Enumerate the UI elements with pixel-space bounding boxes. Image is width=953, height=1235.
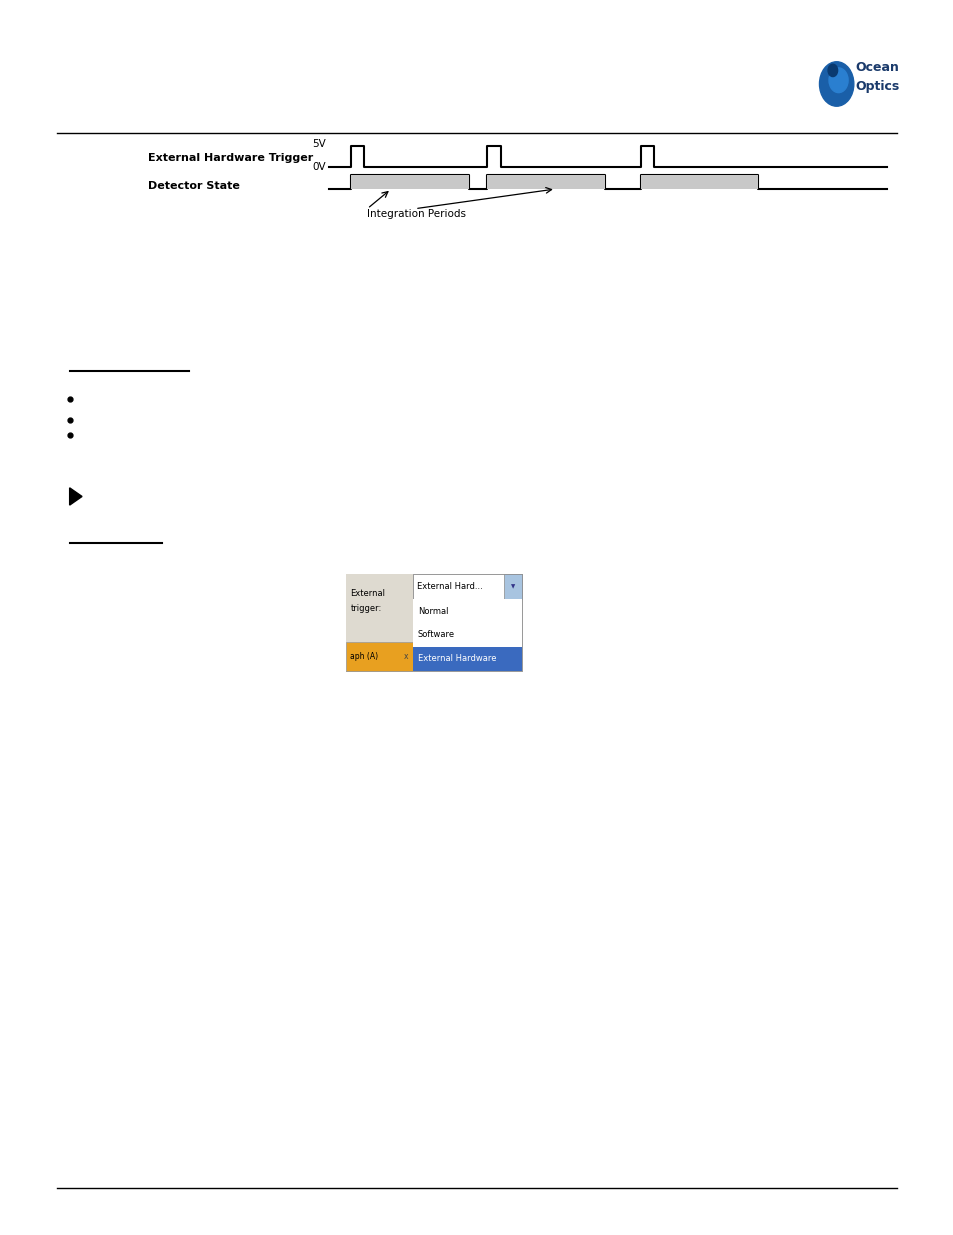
Bar [413, 624, 522, 647]
Text: Software: Software [417, 630, 455, 640]
Circle shape [819, 62, 853, 106]
Text: Detector State: Detector State [148, 182, 239, 191]
Text: External Hard...: External Hard... [416, 582, 482, 592]
Circle shape [827, 64, 837, 77]
Text: External: External [351, 589, 385, 598]
Text: Optics: Optics [855, 80, 899, 93]
Bar [640, 175, 758, 189]
Bar [413, 599, 522, 671]
Text: External Hardware Trigger: External Hardware Trigger [148, 153, 313, 163]
Text: trigger:: trigger: [351, 604, 381, 614]
Text: Integration Periods: Integration Periods [367, 209, 466, 219]
Polygon shape [70, 488, 82, 505]
Bar [413, 574, 522, 599]
Circle shape [828, 68, 847, 93]
Bar [503, 574, 522, 599]
Text: 0V: 0V [313, 162, 326, 172]
Text: x: x [403, 652, 408, 661]
Text: Ocean: Ocean [855, 62, 899, 74]
Text: ▼: ▼ [511, 584, 515, 589]
Bar [413, 647, 522, 671]
Bar [487, 175, 604, 189]
Bar [345, 574, 522, 671]
Text: External Hardware: External Hardware [417, 655, 496, 663]
Bar [345, 642, 413, 671]
Bar [351, 175, 469, 189]
Bar [345, 574, 413, 671]
Text: 5V: 5V [313, 140, 326, 149]
Bar [413, 599, 522, 624]
Text: aph (A): aph (A) [350, 652, 377, 661]
Text: Normal: Normal [417, 606, 448, 616]
